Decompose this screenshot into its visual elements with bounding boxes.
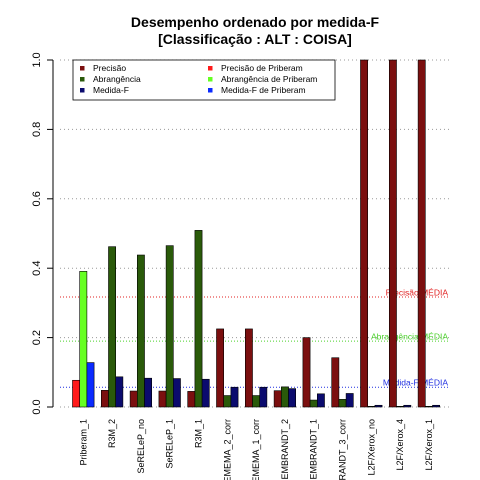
legend-swatch-3	[208, 77, 213, 82]
bar-3-2	[173, 378, 181, 408]
category-label-11: L2F/Xerox_4	[395, 419, 405, 471]
chart-subtitle: [Classificação : ALT : COISA]	[158, 31, 352, 47]
legend-swatch-4	[80, 88, 85, 93]
bar-6-0	[245, 328, 253, 408]
y-tick-label-4: 0.8	[31, 122, 43, 137]
y-tick-label-1: 0.2	[31, 330, 43, 345]
category-label-10: L2F/Xerox_no	[366, 419, 376, 476]
bar-11-1	[396, 406, 404, 408]
bar-10-1	[367, 406, 376, 408]
bar-4-0	[187, 391, 196, 408]
bar-8-1	[309, 399, 318, 408]
bar-9-0	[331, 357, 340, 408]
legend-label-5: Medida-F de Priberam	[221, 85, 306, 95]
y-tick-label-2: 0.4	[31, 261, 43, 276]
bar-8-0	[302, 337, 311, 408]
bar-1-0	[101, 390, 109, 408]
bar-9-2	[345, 393, 354, 408]
bar-5-0	[216, 328, 224, 408]
y-axis: 0.0 0.2 0.4 0.6 0.8 1.0	[31, 52, 54, 415]
legend-swatch-2	[80, 77, 85, 82]
bar-12-2	[432, 404, 440, 408]
bar-2-0	[129, 390, 138, 408]
bar-10-2	[374, 404, 383, 408]
legend-swatch-0	[80, 66, 85, 71]
reference-label-0: Precisão MÉDIA	[386, 288, 449, 298]
bar-4-1	[194, 230, 203, 408]
legend-label-1: Precisão de Priberam	[221, 63, 303, 73]
bar-7-1	[280, 386, 289, 408]
legend-box	[72, 59, 336, 101]
legend-label-0: Precisão	[93, 63, 126, 73]
bar-1-1	[108, 246, 116, 408]
bar-4-2	[201, 378, 210, 408]
bar-0-2	[86, 362, 95, 408]
bar-9-1	[338, 399, 347, 408]
category-label-8: EMBRANDT_1	[309, 419, 319, 480]
legend-label-2: Abrangência	[93, 74, 141, 84]
bar-10-0	[360, 59, 368, 408]
bar-5-2	[230, 386, 239, 408]
legend-swatch-5	[208, 88, 213, 93]
bar-2-1	[137, 254, 145, 408]
category-label-6: DEMEMA_1_corr	[251, 419, 261, 480]
category-label-5: DEMEMA_2_corr	[222, 419, 232, 480]
bar-3-1	[165, 245, 174, 408]
category-label-1: R3M_2	[107, 419, 117, 448]
x-axis: Priberam_1 R3M_2 SeRELeP_no SeRELeP_1 R3M_1 D…	[78, 419, 434, 480]
bar-7-2	[288, 388, 296, 408]
reference-label-1: Abrangência MÉDIA	[371, 332, 448, 342]
category-label-2: SeRELeP_no	[136, 419, 146, 474]
legend-label-3: Abrangência de Priberam	[221, 74, 317, 84]
category-label-3: SeRELeP_1	[165, 419, 175, 469]
bar-6-1	[252, 395, 260, 408]
legend: Precisão Precisão de Priberam Abrangência A…	[72, 59, 336, 101]
bar-2-2	[144, 377, 152, 408]
bar-11-0	[388, 59, 397, 408]
category-label-0: Priberam_1	[78, 419, 88, 466]
bar-6-2	[259, 386, 268, 408]
bar-0-1	[79, 271, 88, 408]
bar-12-1	[424, 406, 433, 408]
category-label-4: R3M_1	[194, 419, 204, 448]
bar-0-0	[72, 379, 80, 408]
bar-8-2	[316, 393, 325, 408]
y-tick-label-5: 1.0	[31, 52, 43, 67]
legend-swatch-1	[208, 66, 213, 71]
reference-lines: Precisão MÉDIA Abrangência MÉDIA Medida-F …	[60, 288, 450, 388]
bar-5-1	[223, 395, 232, 408]
legend-label-4: Medida-F	[93, 85, 129, 95]
bar-12-0	[417, 59, 426, 408]
y-tick-label-3: 0.6	[31, 191, 43, 206]
category-label-12: L2F/Xerox_1	[424, 419, 434, 471]
bar-7-0	[273, 390, 282, 408]
bar-11-2	[403, 404, 412, 408]
bar-1-2	[115, 376, 124, 408]
category-label-9: EMBRANDT_3_corr	[338, 419, 348, 480]
chart-title: Desempenho ordenado por medida-F	[131, 14, 380, 30]
category-label-7: EMBRANDT_2	[280, 419, 290, 480]
bars	[72, 59, 440, 408]
bar-3-0	[158, 390, 167, 408]
y-tick-label-0: 0.0	[31, 399, 43, 414]
reference-label-2: Medida-F MÉDIA	[383, 378, 449, 388]
